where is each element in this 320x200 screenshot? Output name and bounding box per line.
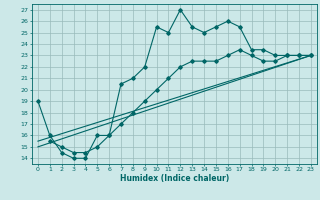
X-axis label: Humidex (Indice chaleur): Humidex (Indice chaleur) [120,174,229,183]
